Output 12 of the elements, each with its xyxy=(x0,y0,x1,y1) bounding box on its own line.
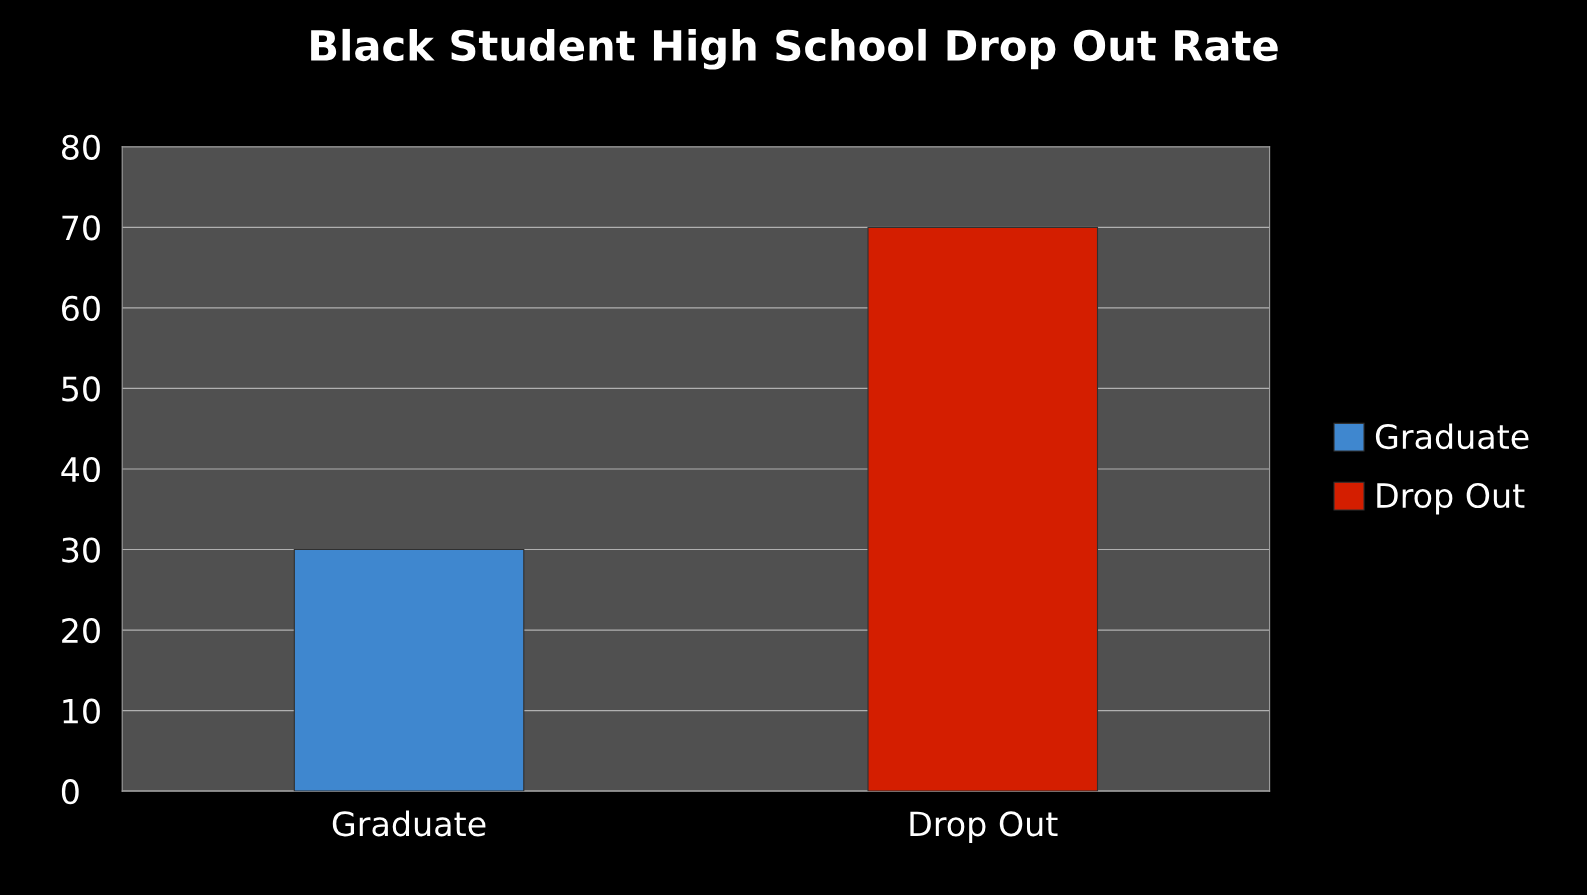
legend-label: Graduate xyxy=(1375,423,1529,450)
y-tick-label: 40 xyxy=(61,456,100,483)
y-tick-label: 0 xyxy=(61,779,79,805)
y-tick-label: 30 xyxy=(62,537,100,563)
y-tick-label: 50 xyxy=(62,376,100,402)
legend-label: Drop Out xyxy=(1377,482,1525,515)
y-tick-label: 80 xyxy=(61,134,100,160)
y-tick-label: 20 xyxy=(62,618,100,644)
chart-title: Black Student High School Drop Out Rate xyxy=(311,28,1278,70)
y-tick-label: 60 xyxy=(62,295,100,322)
y-tick-label: 10 xyxy=(63,698,100,724)
y-tick-label: 70 xyxy=(62,215,100,241)
